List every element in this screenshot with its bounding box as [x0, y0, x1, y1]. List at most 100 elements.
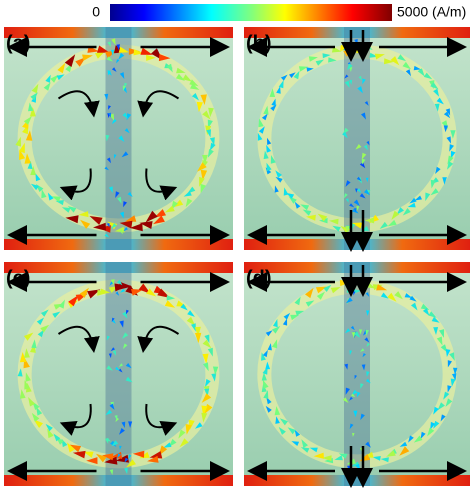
field-arrow — [15, 136, 21, 147]
field-arrow — [202, 110, 211, 120]
field-arrow — [422, 308, 430, 316]
field-arrow — [204, 403, 213, 415]
field-arrow — [102, 453, 114, 461]
field-arrow — [23, 332, 34, 341]
field-arrow — [124, 467, 128, 475]
field-arrow — [453, 367, 458, 375]
field-arrow — [105, 134, 110, 142]
panel: (c) — [4, 262, 233, 486]
field-arrow — [374, 53, 385, 60]
field-arrow — [68, 295, 79, 307]
field-arrow — [352, 432, 355, 437]
field-arrow — [112, 118, 117, 125]
field-arrow — [266, 162, 272, 172]
field-arrow — [197, 162, 207, 172]
field-arrow — [275, 176, 283, 183]
field-arrow — [345, 328, 351, 334]
field-arrow — [295, 310, 305, 316]
field-arrow — [40, 309, 49, 317]
field-arrow — [25, 130, 33, 141]
field-arrow — [430, 421, 436, 430]
field-arrow — [119, 281, 133, 290]
field-arrow — [17, 368, 23, 377]
field-arrow — [28, 102, 34, 112]
field-arrow — [323, 284, 332, 292]
field-arrow — [361, 158, 366, 165]
field-arrow — [345, 198, 349, 203]
field-arrow — [118, 46, 130, 53]
field-arrow — [145, 210, 158, 223]
field-arrow — [186, 316, 196, 326]
field-arrow — [387, 219, 397, 227]
field-arrow — [396, 207, 404, 215]
field-arrow — [190, 83, 200, 90]
field-arrow — [29, 106, 36, 117]
field-arrow — [80, 219, 91, 229]
field-arrow — [436, 97, 444, 105]
field-arrow — [24, 348, 30, 358]
field-arrow — [182, 74, 192, 82]
field-arrow — [430, 82, 439, 90]
field-arrow — [129, 223, 143, 232]
top-strip — [4, 262, 233, 273]
field-arrow — [433, 406, 439, 415]
field-arrow — [199, 176, 205, 187]
field-arrow — [402, 208, 411, 216]
field-arrow — [36, 406, 43, 416]
field-arrow — [149, 451, 163, 459]
field-arrow — [447, 161, 454, 170]
field-arrow — [203, 362, 209, 372]
field-arrow — [366, 342, 370, 347]
field-arrow — [344, 80, 350, 88]
field-arrow — [106, 56, 113, 62]
field-arrow — [399, 446, 410, 456]
field-arrow — [263, 390, 269, 399]
field-arrow — [366, 371, 370, 377]
field-arrow — [265, 405, 272, 413]
field-arrow — [195, 422, 203, 429]
field-arrow — [23, 116, 32, 125]
field-arrow — [359, 162, 366, 169]
field-arrow — [45, 74, 51, 83]
field-arrow — [433, 88, 440, 97]
curl-arrow — [145, 403, 178, 436]
field-arrow — [87, 289, 101, 299]
field-arrow — [364, 337, 370, 343]
field-arrow — [119, 428, 125, 435]
field-arrow — [405, 69, 411, 77]
field-arrow — [366, 310, 370, 316]
colorbar — [110, 4, 392, 21]
field-arrow — [53, 433, 61, 442]
field-arrow — [124, 457, 129, 463]
field-arrow — [317, 213, 328, 222]
field-arrow — [349, 203, 355, 208]
field-arrow — [109, 281, 114, 286]
field-arrow — [308, 56, 318, 62]
field-arrow — [289, 72, 296, 78]
field-arrow — [133, 49, 144, 56]
field-arrow — [111, 317, 115, 322]
field-arrow — [262, 379, 269, 389]
field-arrow — [300, 447, 310, 453]
field-arrow — [200, 94, 207, 105]
field-arrow — [433, 420, 440, 429]
field-arrow — [351, 332, 356, 339]
field-arrow — [104, 93, 109, 101]
field-arrow — [61, 207, 71, 213]
field-arrow — [50, 74, 59, 83]
panel: (a) — [4, 27, 233, 250]
field-arrow — [96, 453, 107, 463]
field-arrow — [450, 378, 456, 387]
field-arrow — [294, 429, 301, 437]
field-arrow — [434, 103, 440, 112]
field-arrow — [365, 329, 369, 336]
curl-arrow — [59, 168, 92, 201]
field-arrow — [146, 288, 157, 297]
field-arrow — [204, 334, 210, 343]
field-arrow — [278, 426, 286, 435]
field-arrow — [164, 205, 175, 213]
center-column — [344, 262, 370, 486]
field-arrow — [413, 65, 421, 71]
field-arrow — [120, 288, 125, 293]
